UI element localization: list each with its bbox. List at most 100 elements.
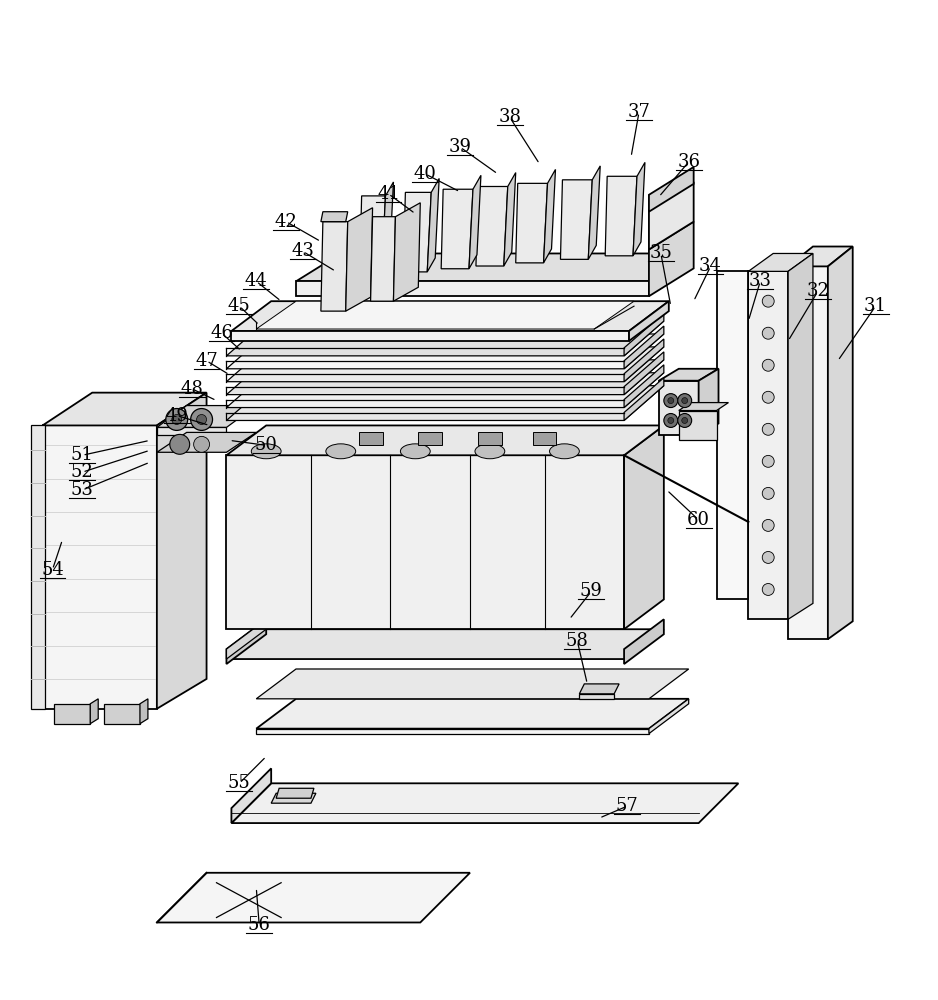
Ellipse shape [475, 444, 505, 459]
Polygon shape [533, 432, 556, 445]
Circle shape [763, 423, 774, 435]
Polygon shape [157, 427, 226, 435]
Circle shape [172, 415, 182, 424]
Text: 56: 56 [248, 916, 271, 934]
Polygon shape [157, 393, 206, 709]
Polygon shape [256, 669, 688, 699]
Polygon shape [476, 186, 507, 266]
Polygon shape [232, 783, 738, 823]
Polygon shape [226, 360, 664, 395]
Polygon shape [629, 301, 669, 341]
Polygon shape [699, 369, 719, 435]
Ellipse shape [401, 444, 431, 459]
Text: 35: 35 [649, 244, 673, 262]
Circle shape [763, 327, 774, 339]
Polygon shape [226, 455, 624, 629]
Polygon shape [624, 619, 664, 664]
Text: 48: 48 [180, 380, 204, 398]
Circle shape [763, 455, 774, 467]
Polygon shape [418, 432, 442, 445]
Polygon shape [624, 313, 664, 356]
Text: 53: 53 [71, 481, 94, 499]
Polygon shape [271, 793, 316, 803]
Polygon shape [588, 166, 600, 259]
Polygon shape [226, 619, 266, 659]
Text: 37: 37 [628, 103, 650, 121]
Circle shape [678, 394, 691, 408]
Polygon shape [543, 169, 555, 263]
Circle shape [763, 584, 774, 595]
Circle shape [664, 414, 678, 427]
Polygon shape [256, 301, 634, 329]
Text: 58: 58 [566, 632, 589, 650]
Polygon shape [788, 266, 828, 639]
Text: 55: 55 [228, 774, 250, 792]
Polygon shape [749, 253, 813, 271]
Polygon shape [624, 326, 664, 369]
Text: 59: 59 [580, 582, 603, 600]
Circle shape [682, 417, 688, 423]
Polygon shape [226, 334, 664, 369]
Text: 49: 49 [165, 407, 189, 425]
Text: 57: 57 [615, 797, 639, 815]
Circle shape [763, 295, 774, 307]
Polygon shape [226, 629, 664, 659]
Polygon shape [157, 873, 470, 922]
Polygon shape [605, 176, 637, 256]
Text: 34: 34 [699, 257, 722, 275]
Ellipse shape [325, 444, 356, 459]
Polygon shape [226, 347, 664, 382]
Polygon shape [469, 175, 481, 269]
Text: 40: 40 [414, 165, 437, 183]
Text: 33: 33 [749, 272, 772, 290]
Polygon shape [256, 699, 688, 729]
Polygon shape [359, 196, 386, 275]
Polygon shape [516, 183, 548, 263]
Polygon shape [382, 182, 393, 275]
Circle shape [763, 487, 774, 499]
Circle shape [678, 414, 691, 427]
Polygon shape [649, 222, 694, 296]
Text: 32: 32 [807, 282, 829, 300]
Polygon shape [42, 393, 206, 425]
Polygon shape [54, 704, 90, 724]
Polygon shape [624, 365, 664, 408]
Polygon shape [232, 301, 669, 331]
Circle shape [197, 415, 206, 424]
Polygon shape [561, 180, 592, 259]
Polygon shape [358, 432, 383, 445]
Circle shape [763, 391, 774, 403]
Text: 38: 38 [498, 108, 522, 126]
Polygon shape [42, 425, 157, 709]
Text: 42: 42 [275, 213, 297, 231]
Polygon shape [624, 425, 664, 629]
Polygon shape [658, 369, 719, 381]
Polygon shape [346, 208, 372, 311]
Polygon shape [157, 432, 256, 452]
Circle shape [763, 359, 774, 371]
Text: 51: 51 [71, 446, 94, 464]
Text: 46: 46 [210, 324, 233, 342]
Polygon shape [788, 247, 853, 266]
Polygon shape [104, 704, 140, 724]
Polygon shape [624, 339, 664, 382]
Polygon shape [296, 253, 694, 281]
Text: 60: 60 [688, 511, 710, 529]
Polygon shape [90, 699, 98, 724]
Ellipse shape [550, 444, 580, 459]
Polygon shape [749, 271, 788, 619]
Circle shape [190, 409, 213, 430]
Text: 41: 41 [377, 185, 400, 203]
Polygon shape [256, 729, 649, 734]
Polygon shape [296, 281, 649, 296]
Polygon shape [393, 203, 420, 301]
Polygon shape [31, 425, 44, 709]
Polygon shape [580, 684, 619, 694]
Polygon shape [226, 425, 664, 455]
Polygon shape [679, 411, 717, 440]
Polygon shape [371, 217, 396, 301]
Polygon shape [633, 162, 645, 256]
Polygon shape [427, 178, 439, 272]
Polygon shape [624, 378, 664, 420]
Text: 54: 54 [41, 561, 64, 579]
